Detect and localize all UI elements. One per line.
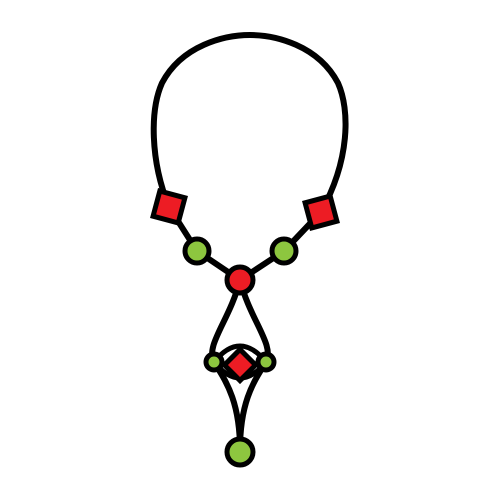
round-bead-icon xyxy=(182,236,212,266)
round-bead-icon xyxy=(255,351,277,373)
round-bead-icon xyxy=(269,236,299,266)
round-bead-icon xyxy=(224,264,256,296)
round-bead-icon xyxy=(203,351,225,373)
square-gem-icon xyxy=(302,193,340,231)
pendant-icon xyxy=(220,345,260,385)
square-gem-icon xyxy=(150,188,188,226)
necklace-chain-loop xyxy=(150,31,349,215)
round-bead-icon xyxy=(224,436,256,468)
